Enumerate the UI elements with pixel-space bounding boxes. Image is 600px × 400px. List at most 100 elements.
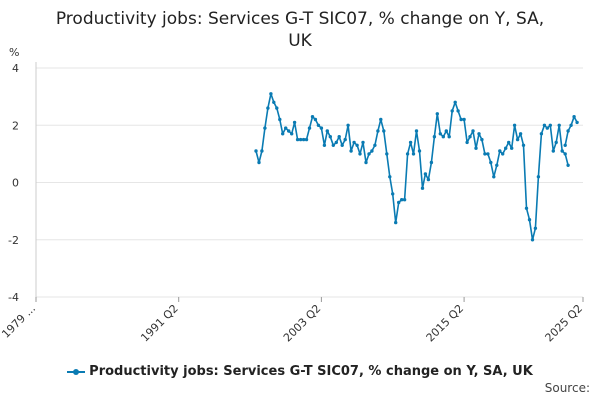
data-point[interactable] — [352, 140, 356, 145]
data-point[interactable] — [489, 160, 493, 165]
data-point[interactable] — [397, 200, 401, 205]
data-point[interactable] — [474, 146, 478, 150]
data-point[interactable] — [435, 112, 439, 116]
data-point[interactable] — [533, 226, 538, 230]
data-point[interactable] — [551, 149, 555, 153]
data-point[interactable] — [307, 126, 312, 130]
data-point[interactable] — [507, 140, 511, 145]
data-point[interactable] — [266, 106, 270, 110]
data-point[interactable] — [319, 126, 324, 130]
data-point[interactable] — [450, 109, 454, 113]
data-point[interactable] — [414, 129, 419, 133]
data-point[interactable] — [272, 100, 276, 105]
data-point[interactable] — [563, 143, 567, 147]
data-point[interactable] — [575, 120, 579, 125]
data-point[interactable] — [566, 163, 570, 167]
data-point[interactable] — [355, 143, 359, 147]
data-point[interactable] — [510, 146, 514, 150]
data-point[interactable] — [453, 100, 457, 105]
data-point[interactable] — [337, 135, 341, 139]
data-point[interactable] — [385, 152, 389, 156]
data-point[interactable] — [477, 132, 481, 136]
data-point[interactable] — [417, 149, 422, 153]
data-point[interactable] — [322, 143, 327, 147]
data-point[interactable] — [394, 220, 398, 225]
data-point[interactable] — [518, 132, 523, 136]
data-point[interactable] — [376, 129, 380, 133]
data-point[interactable] — [480, 137, 484, 142]
data-point[interactable] — [334, 140, 338, 145]
data-point[interactable] — [313, 117, 318, 122]
data-point[interactable] — [572, 115, 576, 119]
data-point[interactable] — [260, 149, 264, 153]
data-point[interactable] — [456, 109, 460, 113]
data-point[interactable] — [408, 140, 413, 145]
data-point[interactable] — [468, 135, 472, 139]
data-point[interactable] — [298, 137, 303, 142]
data-point[interactable] — [536, 175, 541, 179]
data-point[interactable] — [331, 143, 335, 147]
data-point[interactable] — [388, 175, 392, 179]
data-point[interactable] — [545, 126, 549, 130]
data-point[interactable] — [358, 152, 362, 156]
data-point[interactable] — [504, 146, 508, 150]
data-point[interactable] — [316, 123, 321, 128]
data-point[interactable] — [278, 117, 282, 122]
data-point[interactable] — [287, 129, 291, 133]
data-point[interactable] — [557, 123, 561, 128]
data-point[interactable] — [343, 137, 347, 142]
data-point[interactable] — [462, 117, 466, 122]
data-point[interactable] — [263, 126, 267, 130]
data-point[interactable] — [432, 135, 437, 139]
data-point[interactable] — [554, 140, 558, 145]
data-point[interactable] — [325, 129, 329, 133]
data-point[interactable] — [411, 152, 416, 156]
legend[interactable]: Productivity jobs: Services G-T SIC07, %… — [0, 364, 600, 379]
data-point[interactable] — [560, 149, 564, 153]
data-point[interactable] — [370, 149, 374, 153]
data-point[interactable] — [486, 152, 490, 156]
data-point[interactable] — [447, 135, 451, 139]
data-point[interactable] — [441, 135, 445, 139]
data-point[interactable] — [400, 198, 404, 202]
data-point[interactable] — [566, 129, 570, 133]
data-point[interactable] — [292, 120, 297, 125]
data-point[interactable] — [340, 143, 344, 147]
data-point[interactable] — [281, 132, 285, 136]
data-point[interactable] — [257, 160, 261, 165]
data-point[interactable] — [284, 126, 288, 130]
data-point[interactable] — [501, 152, 505, 156]
data-point[interactable] — [542, 123, 547, 128]
data-point[interactable] — [379, 117, 383, 122]
data-point[interactable] — [515, 137, 520, 142]
data-point[interactable] — [569, 123, 573, 128]
data-point[interactable] — [295, 137, 300, 142]
data-point[interactable] — [530, 238, 535, 242]
data-point[interactable] — [492, 175, 496, 179]
data-point[interactable] — [444, 129, 448, 133]
data-point[interactable] — [563, 152, 567, 156]
data-point[interactable] — [275, 106, 279, 110]
data-point[interactable] — [382, 129, 386, 133]
data-point[interactable] — [512, 123, 517, 128]
data-point[interactable] — [521, 143, 526, 147]
data-point[interactable] — [254, 149, 258, 153]
data-point[interactable] — [391, 192, 395, 196]
data-point[interactable] — [498, 149, 502, 153]
data-point[interactable] — [405, 152, 410, 156]
data-point[interactable] — [301, 137, 306, 142]
data-point[interactable] — [459, 117, 463, 122]
data-point[interactable] — [548, 123, 552, 128]
data-point[interactable] — [290, 132, 294, 136]
data-point[interactable] — [471, 129, 475, 133]
data-point[interactable] — [364, 160, 368, 165]
data-point[interactable] — [402, 198, 407, 202]
data-point[interactable] — [346, 123, 350, 128]
data-point[interactable] — [328, 135, 332, 139]
data-point[interactable] — [349, 149, 353, 153]
data-point[interactable] — [524, 206, 529, 210]
data-point[interactable] — [304, 137, 309, 142]
data-point[interactable] — [310, 115, 315, 119]
data-point[interactable] — [269, 92, 273, 96]
data-point[interactable] — [426, 177, 431, 182]
